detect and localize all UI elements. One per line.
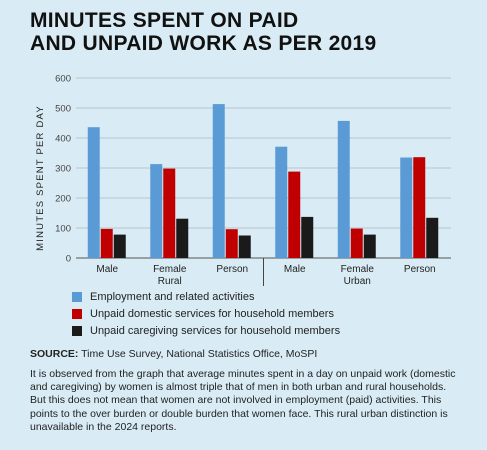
y-tick-label: 200 — [55, 194, 71, 205]
source-text: Time Use Survey, National Statistics Off… — [78, 348, 318, 360]
bar — [225, 229, 238, 258]
x-tick-label: Male — [96, 264, 118, 275]
bar — [337, 120, 350, 259]
bar — [413, 157, 426, 258]
legend-swatch-domestic — [72, 308, 82, 319]
bar — [150, 164, 163, 258]
y-tick-label: 500 — [55, 104, 71, 115]
y-tick-label: 300 — [55, 164, 71, 175]
legend-swatch-employment — [72, 291, 82, 302]
bar — [288, 171, 301, 258]
legend-label-employment: Employment and related activities — [90, 290, 255, 303]
bar — [212, 104, 225, 258]
title-line-2: AND UNPAID WORK AS PER 2019 — [30, 32, 377, 55]
y-axis-label: MINUTES SPENT PER DAY — [35, 105, 46, 251]
x-tick-label: Person — [404, 264, 436, 275]
y-tick-label: 100 — [55, 224, 71, 235]
bar — [363, 234, 376, 258]
chart-legend: Employment and related activities Unpaid… — [72, 288, 340, 339]
bar — [301, 216, 314, 258]
description-paragraph: It is observed from the graph that avera… — [30, 368, 456, 433]
legend-item-domestic: Unpaid domestic services for household m… — [72, 305, 340, 322]
bar — [426, 217, 439, 258]
bar — [100, 228, 113, 258]
legend-item-employment: Employment and related activities — [72, 288, 340, 305]
bar — [350, 228, 363, 258]
x-tick-label: Male — [284, 264, 306, 275]
bar — [113, 234, 126, 258]
bar — [238, 235, 251, 258]
legend-label-domestic: Unpaid domestic services for household m… — [90, 307, 334, 320]
bar-chart: 0 100 200 300 400 500 600 MINUTES SPENT PER DAY… — [35, 74, 451, 287]
bar — [275, 146, 288, 258]
y-tick-label: 600 — [55, 74, 71, 85]
legend-swatch-caregiving — [72, 325, 82, 336]
legend-item-caregiving: Unpaid caregiving services for household… — [72, 322, 340, 339]
bar — [400, 157, 413, 258]
x-tick-label: Female — [153, 264, 187, 275]
x-tick-label: Person — [216, 264, 248, 275]
chart-title: MINUTES SPENT ON PAID AND UNPAID WORK AS… — [30, 9, 470, 55]
y-tick-label: 0 — [66, 254, 71, 265]
source-note: SOURCE: Time Use Survey, National Statis… — [30, 348, 470, 360]
legend-label-caregiving: Unpaid caregiving services for household… — [90, 324, 341, 337]
y-tick-label: 400 — [55, 134, 71, 145]
x-tick-label: Urban — [344, 276, 371, 287]
x-tick-label: Rural — [158, 276, 182, 287]
bar — [87, 127, 100, 258]
title-line-1: MINUTES SPENT ON PAID — [30, 9, 299, 32]
bar — [176, 218, 189, 258]
source-label: SOURCE: — [30, 348, 79, 360]
x-tick-label: Female — [341, 264, 375, 275]
bar — [163, 168, 176, 258]
